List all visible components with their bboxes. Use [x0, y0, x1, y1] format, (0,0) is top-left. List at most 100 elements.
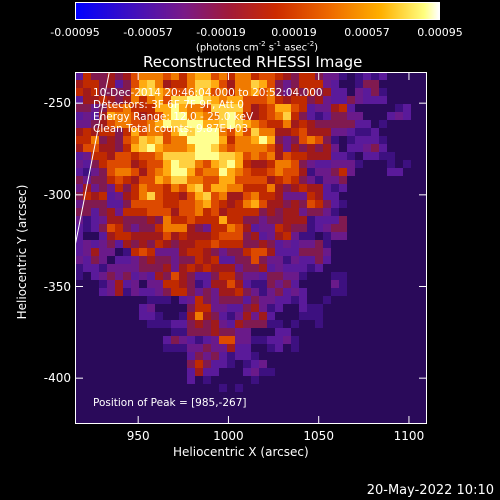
- heatmap-cell: [283, 144, 292, 153]
- heatmap-cell: [195, 160, 204, 169]
- heatmap-cell: [283, 272, 292, 281]
- heatmap-cell: [363, 112, 372, 121]
- heatmap-cell: [195, 232, 204, 241]
- heatmap-cell: [371, 248, 380, 257]
- heatmap-cell: [299, 104, 308, 113]
- heatmap-cell: [147, 184, 156, 193]
- heatmap-cell: [347, 344, 356, 353]
- heatmap-cell: [107, 152, 116, 161]
- heatmap-cell: [139, 192, 148, 201]
- heatmap-cell: [379, 216, 388, 225]
- heatmap-cell: [291, 312, 300, 321]
- heatmap-cell: [299, 152, 308, 161]
- heatmap-cell: [91, 216, 100, 225]
- heatmap-cell: [187, 264, 196, 273]
- heatmap-cell: [179, 240, 188, 249]
- heatmap-cell: [235, 272, 244, 281]
- heatmap-cell: [211, 152, 220, 161]
- heatmap-cell: [331, 384, 340, 393]
- heatmap-cell: [387, 264, 396, 273]
- heatmap-cell: [163, 248, 172, 257]
- heatmap-cell: [299, 136, 308, 145]
- heatmap-cell: [155, 88, 164, 97]
- heatmap-cell: [83, 312, 92, 321]
- heatmap-cell: [75, 200, 84, 209]
- heatmap-cell: [371, 144, 380, 153]
- heatmap-cell: [291, 192, 300, 201]
- heatmap-cell: [171, 104, 180, 113]
- heatmap-cell: [139, 304, 148, 313]
- heatmap-cell: [363, 96, 372, 105]
- heatmap-cell: [139, 128, 148, 137]
- heatmap-cell: [131, 208, 140, 217]
- heatmap-cell: [235, 136, 244, 145]
- heatmap-cell: [227, 128, 236, 137]
- heatmap-cell: [187, 144, 196, 153]
- heatmap-cell: [363, 136, 372, 145]
- heatmap-cell: [131, 72, 140, 81]
- heatmap-cell: [83, 408, 92, 417]
- heatmap-cell: [131, 224, 140, 233]
- heatmap-cell: [131, 232, 140, 241]
- heatmap-cell: [291, 152, 300, 161]
- heatmap-cell: [387, 312, 396, 321]
- heatmap-cell: [243, 192, 252, 201]
- heatmap-cell: [131, 216, 140, 225]
- heatmap-cell: [299, 128, 308, 137]
- heatmap-cell: [395, 304, 404, 313]
- heatmap-cell: [171, 184, 180, 193]
- heatmap-cell: [355, 280, 364, 289]
- heatmap-cell: [315, 408, 324, 417]
- heatmap-cell: [91, 408, 100, 417]
- heatmap-cell: [395, 288, 404, 297]
- heatmap-cell: [387, 160, 396, 169]
- heatmap-cell: [251, 288, 260, 297]
- heatmap-cell: [355, 80, 364, 89]
- heatmap-cell: [99, 136, 108, 145]
- heatmap-cell: [299, 264, 308, 273]
- heatmap-cell: [259, 256, 268, 265]
- heatmap-cell: [139, 352, 148, 361]
- heatmap-cell: [251, 160, 260, 169]
- heatmap-cell: [267, 264, 276, 273]
- heatmap-cell: [139, 248, 148, 257]
- heatmap-cell: [171, 128, 180, 137]
- heatmap-cell: [355, 240, 364, 249]
- heatmap-cell: [91, 232, 100, 241]
- heatmap-cell: [123, 392, 132, 401]
- heatmap-cell: [363, 320, 372, 329]
- heatmap-cell: [315, 352, 324, 361]
- heatmap-cell: [107, 200, 116, 209]
- heatmap-cell: [163, 416, 172, 424]
- heatmap-cell: [403, 304, 412, 313]
- heatmap-cell: [403, 192, 412, 201]
- heatmap-cell: [227, 336, 236, 345]
- colorbar-tick-label: -0.00057: [123, 26, 173, 39]
- heatmap-cell: [75, 128, 84, 137]
- heatmap-cell: [107, 128, 116, 137]
- heatmap-cell: [283, 264, 292, 273]
- heatmap-cell: [307, 312, 316, 321]
- colorbar-tick-label: 0.00095: [417, 26, 463, 39]
- heatmap-cell: [171, 392, 180, 401]
- heatmap-cell: [139, 392, 148, 401]
- heatmap-cell: [203, 296, 212, 305]
- heatmap-cell: [419, 248, 427, 257]
- heatmap-cell: [347, 200, 356, 209]
- heatmap-cell: [155, 224, 164, 233]
- heatmap-cell: [203, 376, 212, 385]
- heatmap-cell: [211, 384, 220, 393]
- heatmap-cell: [355, 160, 364, 169]
- heatmap-cell: [179, 408, 188, 417]
- heatmap-cell: [75, 240, 84, 249]
- heatmap-cell: [107, 360, 116, 369]
- heatmap-cell: [387, 360, 396, 369]
- heatmap-cell: [75, 144, 84, 153]
- heatmap-cell: [211, 200, 220, 209]
- heatmap-cell: [275, 264, 284, 273]
- heatmap-cell: [107, 376, 116, 385]
- heatmap-cell: [387, 184, 396, 193]
- heatmap-cell: [203, 152, 212, 161]
- heatmap-cell: [371, 384, 380, 393]
- heatmap-cell: [387, 72, 396, 81]
